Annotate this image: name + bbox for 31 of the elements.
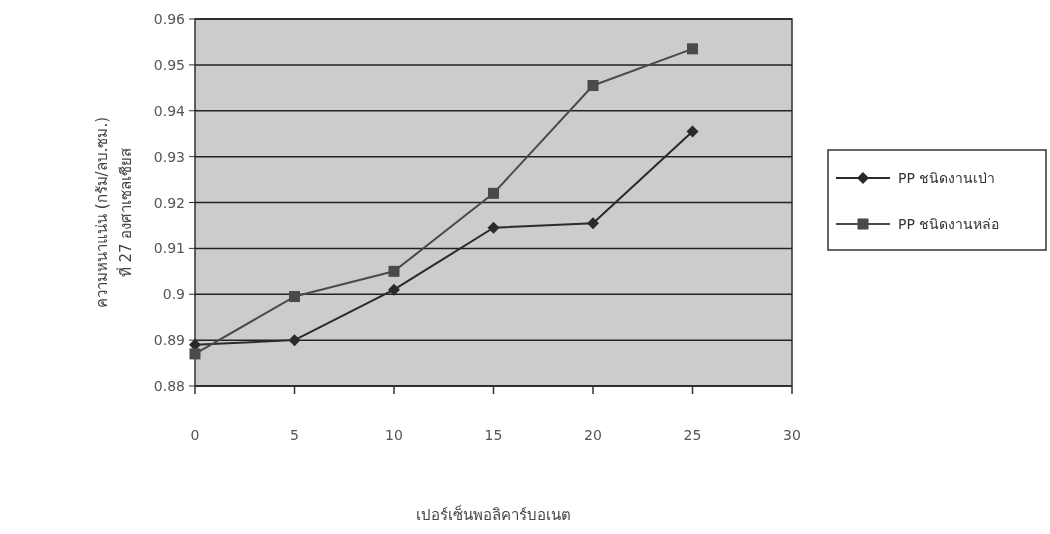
y-tick-label: 0.91 bbox=[153, 240, 185, 257]
y-tick-label: 0.93 bbox=[153, 148, 185, 165]
x-tick-label: 10 bbox=[385, 427, 403, 443]
x-tick-label: 0 bbox=[190, 427, 200, 443]
point bbox=[388, 265, 400, 277]
point bbox=[687, 43, 698, 55]
x-tick-label: 15 bbox=[484, 427, 503, 443]
legend-label: PP ชนิดงานหล่อ bbox=[898, 216, 1000, 232]
point bbox=[189, 348, 201, 360]
x-axis-title: เปอร์เซ็นพอลิคาร์บอเนต bbox=[416, 505, 571, 524]
point bbox=[487, 221, 500, 234]
point bbox=[587, 217, 599, 230]
y-tick-label: 0.88 bbox=[153, 378, 185, 394]
x-tick-label: 5 bbox=[290, 427, 299, 443]
point bbox=[289, 291, 300, 303]
point bbox=[388, 283, 400, 296]
y-tick-label: 0.9 bbox=[162, 286, 185, 303]
point bbox=[686, 125, 699, 138]
x-tick-label: 25 bbox=[683, 427, 702, 443]
y-tick-label: 0.94 bbox=[153, 102, 186, 119]
x-tick-label: 30 bbox=[783, 427, 801, 443]
y-tick-label: 0.96 bbox=[153, 11, 186, 27]
y-tick-label: 0.92 bbox=[153, 194, 185, 211]
y-tick-label: 0.89 bbox=[153, 332, 185, 349]
legend-label: PP ชนิดงานเป่า bbox=[898, 170, 996, 186]
y-tick-label: 0.95 bbox=[153, 56, 185, 73]
point bbox=[288, 334, 301, 347]
point bbox=[488, 187, 499, 199]
x-tick-label: 20 bbox=[584, 427, 602, 443]
y-axis-title: ความหนาแน่น (กรัม/ลบ.ซม.) ที่ 27 องศาเซลเซียส bbox=[93, 116, 135, 309]
point bbox=[587, 80, 599, 92]
